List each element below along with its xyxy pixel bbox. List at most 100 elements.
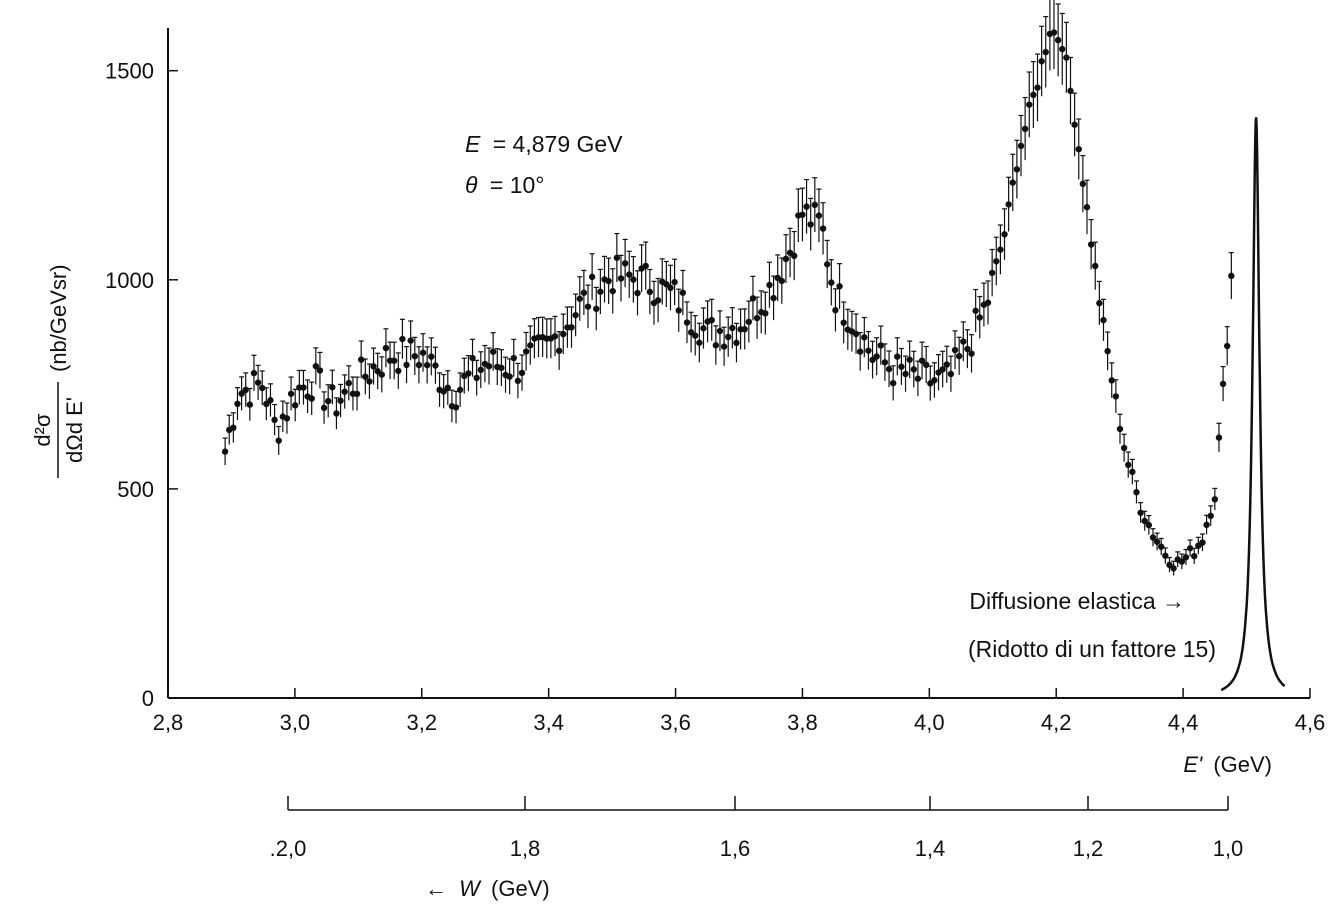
data-point <box>1137 509 1144 516</box>
data-point <box>725 333 732 341</box>
data-point <box>692 332 699 339</box>
data-point <box>407 337 414 344</box>
data-point <box>988 269 996 277</box>
w-tick-label: .2,0 <box>270 836 307 861</box>
data-point <box>576 295 583 302</box>
data-point <box>708 316 715 324</box>
x-tick-label: 4,2 <box>1041 710 1072 735</box>
data-point <box>568 324 575 331</box>
data-point <box>362 373 369 380</box>
data-point <box>1224 342 1231 350</box>
y-tick-label: 500 <box>117 477 154 502</box>
data-point <box>856 348 864 355</box>
data-point <box>527 342 534 349</box>
data-point <box>819 225 827 232</box>
data-point <box>617 275 625 282</box>
x-tick-label: 3,8 <box>787 710 818 735</box>
data-point <box>246 401 254 408</box>
data-point <box>1182 554 1190 561</box>
data-point <box>873 353 880 360</box>
y-tick-label: 0 <box>142 686 154 711</box>
data-point <box>428 353 435 360</box>
data-point <box>1054 36 1062 44</box>
data-point <box>1162 552 1169 559</box>
data-point <box>778 277 786 285</box>
data-point <box>333 410 340 417</box>
data-point <box>762 310 769 317</box>
data-point <box>403 361 410 369</box>
data-point <box>312 362 320 370</box>
data-point <box>498 364 505 372</box>
data-point <box>733 339 740 347</box>
data-point <box>555 347 563 355</box>
data-point <box>572 311 579 319</box>
y-tick-label: 1500 <box>105 59 154 84</box>
data-point <box>271 416 278 424</box>
data-point <box>382 344 390 352</box>
data-point <box>1059 45 1066 53</box>
data-point <box>1001 231 1008 238</box>
x-axis-title: E' (GeV) <box>1183 752 1272 777</box>
data-point <box>465 370 472 377</box>
data-point <box>782 255 790 263</box>
data-point <box>300 384 307 391</box>
data-point <box>642 262 649 270</box>
data-point <box>275 437 282 444</box>
data-point <box>807 221 814 228</box>
data-point <box>865 347 872 354</box>
data-point <box>646 288 654 296</box>
data-point <box>341 388 348 395</box>
data-point <box>712 342 720 349</box>
data-point <box>390 357 398 364</box>
data-point <box>609 287 616 295</box>
x-tick-label: 3,0 <box>280 710 311 735</box>
data-point <box>1021 125 1029 133</box>
x-tick-label: 4,0 <box>914 710 945 735</box>
data-point <box>242 386 249 394</box>
data-point <box>613 254 621 261</box>
data-point <box>287 390 295 397</box>
data-point <box>263 400 270 408</box>
data-point <box>984 299 992 306</box>
w-axis-title: ← W (GeV) <box>425 876 550 901</box>
axes: 2,8 3,0 3,2 3,4 3,6 3,8 4,0 4,2 4,4 4,6 0 500 1000 15… <box>105 28 1325 861</box>
data-point <box>337 397 344 404</box>
data-point <box>997 246 1004 253</box>
data-point <box>1191 552 1198 560</box>
data-point <box>1145 521 1153 529</box>
energy-annotation: E = 4,879 GeV <box>465 131 623 157</box>
x-tick-label: 4,6 <box>1295 710 1326 735</box>
y-axis-title: d²σ dΩd E' (nb/GeVsr) <box>30 264 87 478</box>
w-tick-label: 1,4 <box>915 836 946 861</box>
data-point <box>452 404 460 411</box>
data-point <box>254 379 262 386</box>
data-point <box>1017 142 1025 150</box>
data-point <box>947 370 955 378</box>
data-point <box>1112 393 1120 400</box>
data-point <box>1158 543 1165 550</box>
data-point <box>1228 272 1235 280</box>
data-point <box>663 281 670 288</box>
data-point <box>440 388 447 395</box>
data-point <box>700 325 707 332</box>
data-point <box>1153 538 1161 545</box>
data-point <box>840 319 847 326</box>
data-point <box>832 307 839 314</box>
data-point <box>1034 84 1041 91</box>
data-point <box>1096 299 1103 307</box>
data-point <box>1030 91 1037 99</box>
data-point <box>683 319 691 326</box>
data-point <box>411 352 418 360</box>
data-point <box>551 333 559 340</box>
angle-annotation: θ = 10° <box>465 172 544 198</box>
x-tick-label: 3,2 <box>406 710 437 735</box>
data-point <box>1141 517 1148 525</box>
data-point <box>889 379 897 387</box>
data-point <box>976 314 983 321</box>
data-point <box>230 424 237 431</box>
data-point <box>951 346 959 354</box>
data-point <box>1042 48 1049 56</box>
data-point <box>324 397 332 405</box>
data-point <box>671 278 678 286</box>
